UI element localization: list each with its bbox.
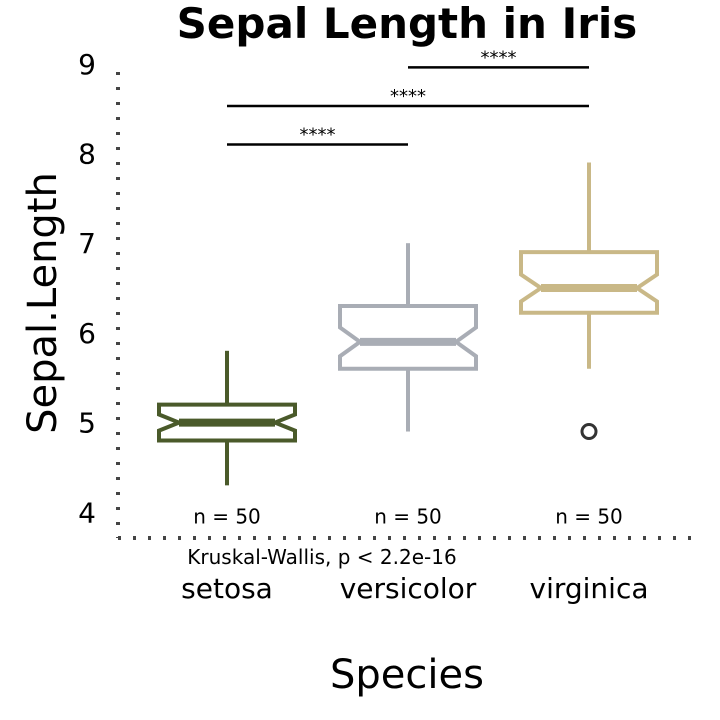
y-axis-title: Sepal.Length: [20, 172, 66, 434]
significance-label: ****: [300, 125, 336, 146]
y-tick-label: 4: [78, 496, 96, 529]
kruskal-wallis-label: Kruskal-Wallis, p < 2.2e-16: [187, 545, 456, 569]
box-setosa: n = 50: [157, 350, 297, 529]
box-body: [519, 250, 659, 315]
significance-label: ****: [481, 47, 517, 68]
x-tick-label: virginica: [530, 572, 649, 605]
y-tick-label: 7: [78, 227, 96, 260]
significance-label: ****: [390, 86, 426, 107]
x-tick-label: setosa: [181, 572, 273, 605]
significance-annotations: **** **** ****: [227, 47, 589, 146]
y-tick-label: 8: [78, 138, 96, 171]
box-versicolor: n = 50: [338, 243, 478, 529]
n-label: n = 50: [374, 505, 442, 529]
x-axis-title: Species: [330, 652, 484, 698]
x-ticks: setosa versicolor virginica: [181, 572, 648, 605]
box-virginica: n = 50: [519, 162, 659, 529]
box-body: [338, 303, 478, 371]
n-label: n = 50: [555, 505, 623, 529]
plot-area: n = 50 n = 50 n = 50: [157, 162, 659, 529]
x-tick-label: versicolor: [340, 572, 477, 605]
chart-title: Sepal Length in Iris: [177, 0, 638, 48]
y-tick-label: 6: [78, 317, 96, 350]
y-tick-label: 9: [78, 48, 96, 81]
n-label: n = 50: [193, 505, 261, 529]
y-tick-label: 5: [78, 407, 96, 440]
y-ticks: 4 5 6 7 8 9: [78, 48, 96, 529]
outlier-point: [580, 423, 598, 441]
